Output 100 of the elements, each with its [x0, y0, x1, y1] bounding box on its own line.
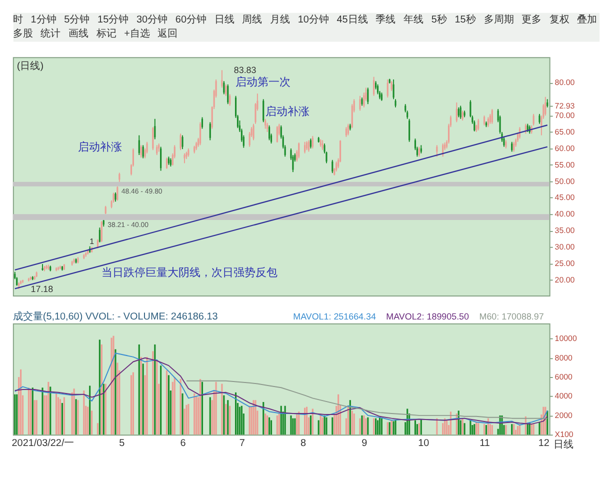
text: M60: 170088.97: [479, 311, 544, 322]
y-tick-label: 60.00: [554, 144, 576, 153]
candlestick: [116, 186, 118, 202]
candlestick: [312, 135, 314, 149]
text: 5分钟: [64, 13, 90, 26]
candlestick: [252, 123, 254, 141]
candlestick: [376, 84, 379, 95]
text: 统计: [40, 27, 61, 40]
y-tick-label: 8000: [554, 353, 574, 362]
candlestick: [511, 141, 513, 152]
candlestick: [460, 105, 462, 120]
candlestick: [262, 98, 264, 123]
y-tick-label: 4000: [554, 392, 574, 401]
text: 多周期: [484, 13, 514, 26]
candlestick: [487, 116, 489, 128]
candlestick: [332, 159, 334, 174]
candlestick: [491, 108, 493, 124]
y-tick-label: 45.00: [554, 193, 576, 202]
candlestick: [489, 113, 491, 124]
text: 标记: [95, 27, 116, 40]
candlestick: [462, 110, 464, 122]
x-tick-label: 2021/03/22/一: [12, 438, 74, 450]
text: 10分钟: [298, 13, 329, 26]
x-tick-label: 6: [180, 438, 186, 450]
y-tick-label: 2000: [554, 410, 574, 420]
candlestick: [532, 113, 534, 126]
candlestick: [182, 134, 184, 150]
text: 季线: [376, 13, 396, 26]
candlestick: [100, 220, 102, 243]
line-series: [186, 380, 548, 419]
text: 周线: [242, 13, 262, 26]
chart-title: (日线): [16, 60, 44, 72]
candlestick: [166, 157, 168, 170]
chart-title: 成交量(5,10,60) VVOL: - VOLUME: 246186.13: [12, 310, 218, 322]
candlestick: [386, 78, 388, 98]
candlestick: [359, 95, 361, 112]
candlestick: [513, 141, 515, 152]
candlestick: [225, 84, 227, 96]
y-tick-label: 25.00: [554, 258, 576, 268]
y-tick-label: 55.00: [554, 160, 576, 170]
candlestick: [180, 133, 182, 151]
x-tick-label: 11: [480, 438, 490, 450]
candlestick: [223, 80, 225, 95]
candlestick: [160, 146, 162, 172]
candlestick: [483, 115, 486, 126]
text: MAVOL2: 189905.50: [386, 311, 470, 322]
candlestick: [138, 134, 140, 156]
x-axis-title: 日线: [553, 438, 574, 451]
text: 叠加: [577, 13, 598, 26]
candlestick: [304, 141, 306, 154]
annotation: 17.18: [30, 284, 54, 294]
text: 15分钟: [98, 13, 129, 26]
y-tick-label: 65.00: [554, 127, 576, 136]
candlestick: [264, 118, 266, 130]
text: 复权: [549, 13, 570, 26]
candlestick: [322, 140, 324, 151]
candlestick: [221, 70, 223, 88]
candlestick: [140, 144, 142, 158]
annotation: 启动第一次: [236, 76, 291, 89]
text: 月线: [270, 13, 290, 26]
y-tick-label: 35.00: [554, 226, 576, 236]
candlestick: [276, 126, 278, 144]
text: 画线: [68, 27, 89, 40]
candlestick: [392, 78, 394, 100]
text: MAVOL1: 251664.34: [293, 311, 376, 322]
candlestick: [229, 94, 231, 106]
text: 返回: [158, 27, 178, 40]
annotation: 启动补涨: [78, 140, 122, 154]
candlestick: [544, 96, 546, 116]
y-tick-label: 10000: [554, 334, 578, 344]
text: 60分钟: [175, 13, 206, 26]
candlestick: [98, 227, 100, 243]
candlestick: [345, 126, 347, 138]
x-tick-label: 9: [362, 438, 368, 450]
y-tick-label: 20.00: [554, 275, 576, 284]
candlestick: [199, 122, 202, 146]
candlestick: [347, 123, 349, 136]
candlestick: [227, 84, 229, 105]
x-tick-label: 8: [300, 438, 307, 450]
text: +自选: [124, 27, 150, 40]
candlestick: [152, 126, 154, 151]
text: 日线: [214, 13, 234, 26]
y-tick-label: 30.00: [554, 242, 576, 252]
text: 30分钟: [136, 13, 168, 26]
candlestick: [156, 144, 158, 156]
candlestick: [308, 140, 310, 152]
candlestick: [336, 161, 338, 172]
y-tick-label: 80.00: [554, 78, 576, 88]
x-tick-label: 10: [418, 438, 430, 450]
y-tick-label: X100: [554, 430, 574, 440]
annotation: 83.83: [234, 65, 256, 76]
text: 5秒: [431, 13, 447, 26]
text: 1分钟: [30, 13, 56, 26]
text: 年线: [404, 13, 424, 26]
candlestick: [367, 87, 369, 105]
annotation: 1: [90, 236, 95, 246]
annotation: 当日跌停巨量大阴线，次日强势反包: [101, 266, 278, 280]
candlestick: [201, 116, 204, 130]
text: 45日线: [336, 13, 368, 26]
y-tick-label: 72.93: [554, 101, 576, 110]
